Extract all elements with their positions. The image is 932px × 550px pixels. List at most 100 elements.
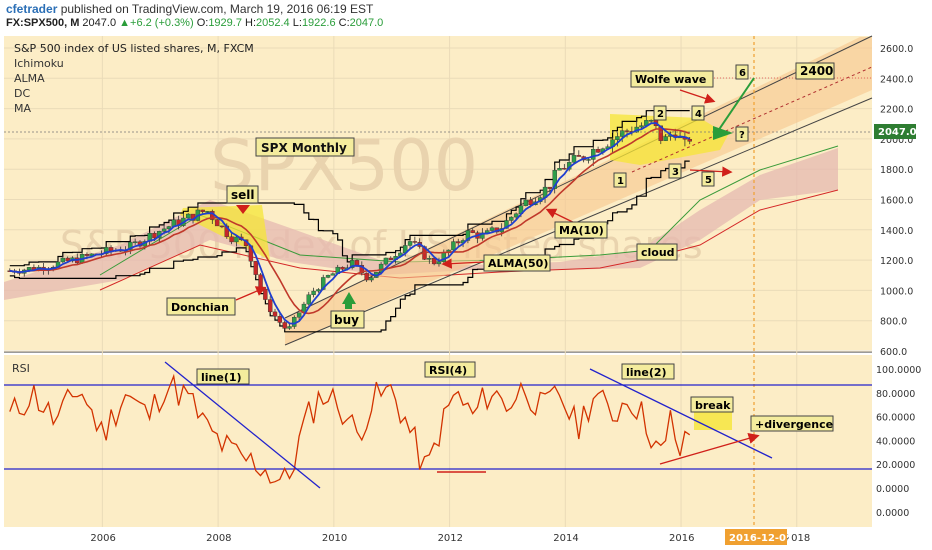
level-2400-label: 2400 — [800, 64, 833, 78]
donchian-box — [166, 297, 236, 316]
candle-body — [258, 274, 263, 290]
candle-body — [412, 241, 418, 243]
price-axis[interactable]: 2600.0 2400.0 2200.0 2000.0 1800.0 1600.0 1400… — [880, 44, 913, 358]
price-panel-bg — [4, 36, 872, 350]
candle-body — [687, 139, 692, 142]
price-tick-label: 2600.0 — [880, 44, 913, 55]
candle-body — [407, 241, 413, 246]
wave-6-label: 6 — [739, 68, 746, 79]
time-axis[interactable]: 2006 2008 2010 2012 2014 2016 2018 — [90, 533, 810, 544]
candle-body — [451, 241, 456, 251]
candle-body — [330, 273, 336, 276]
open-value: 1929.7 — [208, 17, 242, 29]
candle-body — [489, 227, 495, 231]
candle-body — [65, 257, 70, 262]
wolfe-label: Wolfe wave — [635, 73, 706, 86]
wolfe-target-line — [631, 66, 873, 173]
wolfe-projection — [717, 77, 755, 132]
legend-dc[interactable]: DC — [14, 87, 30, 100]
candle-body — [388, 257, 393, 260]
candle-body — [26, 267, 32, 271]
donchian-upper — [9, 109, 690, 267]
legend-ma[interactable]: MA — [14, 102, 31, 115]
candle-body — [586, 159, 591, 161]
candle-body — [436, 261, 442, 265]
candle-body — [465, 230, 471, 241]
candle-body — [648, 120, 654, 122]
candle-body — [383, 257, 389, 265]
break-zone — [694, 412, 732, 430]
last-price: 2047.0 — [82, 17, 117, 29]
candle-body — [340, 266, 345, 270]
price-tick-label: 800.0 — [880, 317, 907, 328]
wave-question-label: ? — [739, 130, 745, 141]
time-tick-label: 2016 — [669, 533, 694, 544]
last-price-tag — [874, 124, 916, 139]
candle-body — [547, 186, 553, 189]
trend-channel — [285, 37, 872, 345]
rsi-line — [9, 373, 691, 484]
candle-body — [364, 272, 369, 281]
wave-5-box — [701, 171, 715, 187]
break-box — [690, 396, 734, 413]
candle-body — [287, 326, 292, 329]
publisher-name[interactable]: cfetrader — [6, 2, 58, 16]
price-tick-label: 2400.0 — [880, 74, 913, 85]
high-value: 2052.4 — [256, 17, 290, 29]
candle-body — [427, 258, 432, 260]
rsi-axis[interactable]: 100.0000 80.0000 60.0000 40.0000 20.0000 0.00… — [876, 365, 921, 519]
time-tick-label: 2014 — [553, 533, 578, 544]
ohlc-line: FX:SPX500, M 2047.0 ▲+6.2 (+0.3%) O:1929… — [6, 17, 383, 29]
divergence-box — [750, 415, 834, 432]
candle-body — [186, 213, 191, 219]
time-tick-label: 2018 — [785, 533, 810, 544]
candle-body — [528, 199, 533, 206]
high-label: H: — [245, 17, 257, 29]
wave-3-box — [668, 163, 682, 179]
sell-box — [226, 185, 259, 204]
candle-body — [571, 155, 577, 163]
candle-body — [316, 289, 321, 292]
candle-body — [615, 136, 620, 140]
alma-line — [9, 122, 690, 325]
candle-body — [595, 148, 601, 153]
wolfe-arrow — [679, 89, 716, 104]
candle-body — [219, 225, 225, 228]
line2-label: line(2) — [626, 366, 667, 379]
candle-body — [267, 299, 273, 313]
candle-body — [296, 312, 302, 318]
candle-body — [576, 155, 582, 157]
legend-title: S&P 500 index of US listed shares, M, FX… — [14, 42, 254, 55]
candle-body — [663, 136, 668, 141]
price-tick-label: 1600.0 — [880, 196, 913, 207]
point5-arrow — [689, 166, 733, 177]
candle-body — [161, 228, 167, 232]
line1-box — [196, 368, 250, 385]
close-label: C: — [338, 17, 350, 29]
price-change: +6.2 (+0.3%) — [130, 17, 194, 29]
legend-alma[interactable]: ALMA — [14, 72, 45, 85]
legend-ichimoku[interactable]: Ichimoku — [14, 57, 64, 70]
time-tick-label: 2012 — [438, 533, 463, 544]
candle-body — [108, 247, 114, 251]
break-label: break — [695, 399, 731, 412]
candle-body — [104, 247, 109, 254]
candle-body — [128, 241, 133, 251]
rsi-tick-label: 100.0000 — [876, 365, 921, 376]
rsi4-label: RSI(4) — [429, 364, 467, 377]
wolfe-box — [630, 70, 714, 88]
rsi-tick-label: 80.0000 — [876, 389, 915, 400]
candle-body — [253, 261, 258, 275]
time-highlight-text: 2016-12-01 — [729, 533, 793, 544]
publish-header: cfetrader published on TradingView.com, … — [0, 0, 932, 34]
candle-body — [325, 275, 331, 278]
sell-arrow-icon — [236, 205, 250, 214]
level-2400-box — [795, 62, 835, 80]
candle-body — [639, 125, 644, 128]
candle-body — [624, 130, 630, 132]
candle-body — [214, 219, 220, 227]
wave-3-label: 3 — [672, 167, 679, 178]
buy-box — [330, 310, 365, 329]
time-tick-label: 2010 — [322, 533, 347, 544]
